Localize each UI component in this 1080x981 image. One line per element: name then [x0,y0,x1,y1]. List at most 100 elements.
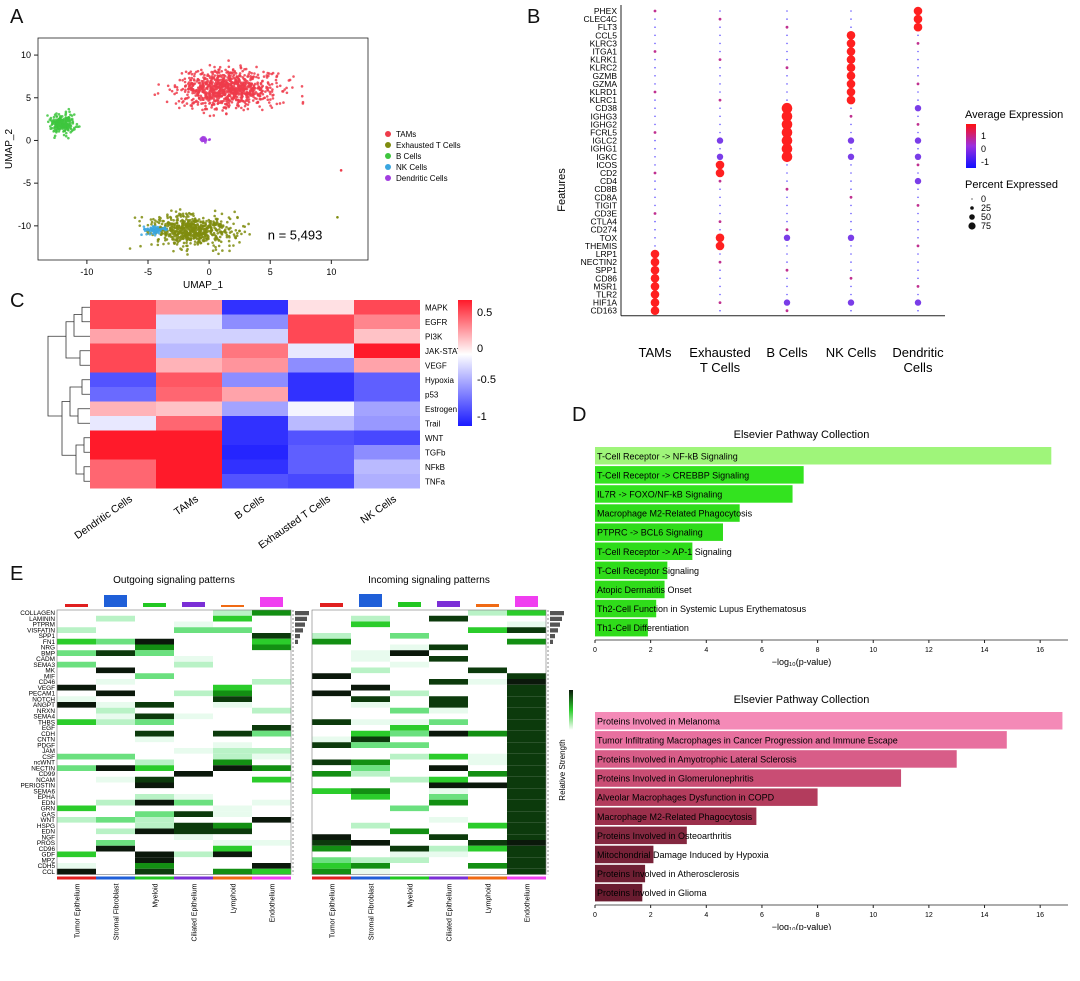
signaling-cell [351,805,390,812]
umap-cell-point [271,94,274,97]
expression-dot [715,168,725,178]
signaling-column-label: Myeloid [153,883,160,907]
umap-cell-point [218,74,222,77]
umap-cell-point [247,72,250,76]
signaling-cell [429,615,468,622]
expression-dot [850,245,852,247]
legend-label: NK Cells [396,163,427,172]
signaling-cell [507,817,546,823]
signaling-cell [429,638,468,645]
feature-label: CD3E [594,209,617,219]
expression-dot [654,156,656,158]
signaling-row-label: PTPRM [33,622,55,629]
signaling-cell [429,627,468,633]
umap-cell-point [192,214,195,218]
umap-cell-point [202,232,205,236]
signaling-row-label: VISFATIN [27,627,55,634]
umap-cell-point [239,66,243,70]
signaling-cell [135,759,174,766]
signaling-cell [174,788,213,794]
umap-cell-point [250,71,253,75]
signaling-cell [429,863,468,869]
signaling-cell [468,730,507,737]
umap-cell-point [200,235,204,239]
heatmap-cell [90,401,156,416]
umap-cell-point [192,235,195,238]
signaling-cell [135,713,174,720]
signaling-cell [507,828,546,835]
umap-cell-point [223,87,227,91]
signaling-cell [96,759,135,766]
signaling-cell [174,799,213,806]
signaling-cell [57,817,96,823]
signaling-cell [312,828,351,835]
expression-dot [786,293,788,296]
signaling-cell [57,610,96,616]
umap-cell-point [208,102,211,105]
signaling-cell [507,759,546,766]
umap-cell-point [69,127,73,131]
feature-label: HIF1A [593,298,617,308]
x-axis-title: −log₁₀(p-value) [772,657,832,667]
expression-dot [850,228,852,231]
signaling-cell [57,615,96,622]
umap-cell-point [204,141,207,144]
signaling-cell [135,696,174,702]
signaling-cell [96,725,135,731]
umap-cell-point [221,109,224,112]
umap-cell-point [225,71,228,74]
umap-cell-point [208,63,212,67]
x-tick-label: 10 [869,912,877,919]
expression-dot [850,180,852,182]
umap-cell-point [181,226,185,230]
expression-dot [718,98,722,102]
signaling-cell [390,661,429,668]
umap-cell-point [178,239,181,243]
signaling-cell [390,638,429,645]
signaling-cell [351,748,390,754]
signaling-cell [174,805,213,812]
signaling-cell [213,696,252,702]
umap-cell-point [261,92,265,96]
signaling-cell [429,868,468,875]
umap-cell-point [200,68,203,72]
umap-cell-point [229,79,233,83]
expression-legend-tick: -1 [981,157,989,167]
umap-cell-point [67,128,70,132]
signaling-cell [174,828,213,835]
signaling-cell [507,707,546,714]
x-tick-label: 16 [1036,912,1044,919]
umap-cell-point [265,95,269,98]
pathway-bar-label: T-Cell Receptor -> CREBBP Signaling [597,470,749,480]
umap-cell-point [205,233,208,237]
heatmap-row-label: WNT [425,434,443,443]
signaling-cell [135,834,174,840]
heatmap-cell [222,430,288,445]
signaling-cell [390,851,429,858]
x-tick-label: 2 [649,912,653,919]
umap-cell-point [229,74,232,78]
expression-dot [786,91,788,93]
umap-cell-point [265,74,269,77]
umap-cell-point [234,80,237,84]
signaling-cell [213,690,252,697]
umap-cell-point [191,212,195,215]
signaling-cell [351,696,390,702]
expression-dot [917,293,919,296]
signaling-cell [135,644,174,651]
signaling-cell [213,782,252,789]
signaling-cell [135,828,174,835]
umap-cell-point [153,233,157,237]
umap-cell-point [234,98,238,101]
signaling-cell [252,736,291,743]
umap-cell-point [266,86,270,90]
umap-cell-point [230,77,234,81]
signaling-cell [468,794,507,800]
umap-cell-point [180,228,183,231]
signaling-cell [429,742,468,748]
x-axis-title: −log₁₀(p-value) [772,922,832,930]
signaling-cell [312,840,351,846]
x-tick-label: 0 [593,647,597,654]
signaling-cell [57,828,96,835]
row-strength-bar [550,611,564,616]
